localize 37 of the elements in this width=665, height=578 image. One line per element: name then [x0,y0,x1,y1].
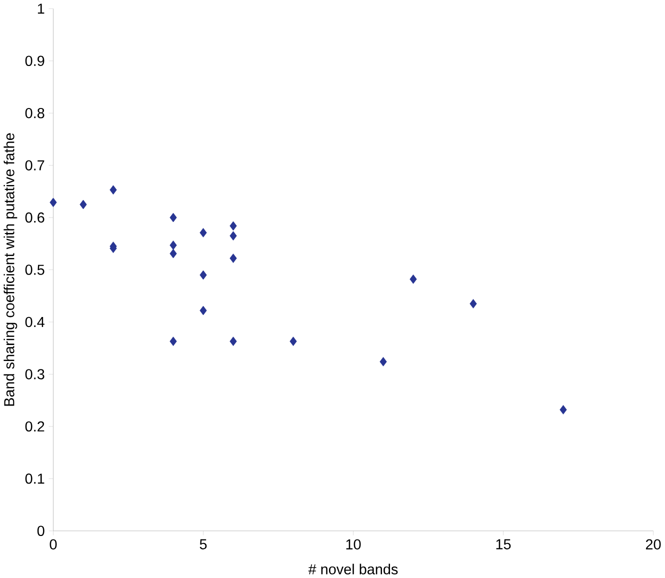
point [230,231,237,240]
point [470,299,477,308]
y-tick-label: 1 [38,4,44,14]
y-tick-label: 0.8 [25,108,44,118]
point [200,306,207,316]
y-tick-label: 0 [37,526,44,536]
point [560,405,567,414]
y-tick-label: 0.7 [25,160,44,170]
point [170,240,177,250]
x-tick-label: 10 [346,539,361,550]
point [80,200,87,210]
y-axis-title: Band sharing coefficient with putative fathe [4,133,18,406]
point [170,212,177,222]
y-tick-label: 0.3 [25,369,44,380]
point [230,254,237,263]
point [50,198,57,208]
point [170,336,177,346]
y-tick-label: 0.5 [25,264,44,275]
x-tick-label: 15 [496,539,511,550]
point [230,221,237,231]
x-tick-label: 20 [646,539,661,550]
point [380,356,387,366]
point [290,336,297,346]
point [230,336,237,346]
point [200,270,207,280]
y-tick-label: 0.2 [25,421,44,432]
y-tick-label: 0.6 [25,212,44,223]
y-tick-label: 0.1 [25,474,44,484]
y-tick-label: 0.9 [25,56,44,66]
point [410,274,417,284]
y-tick-label: 0.4 [25,316,44,328]
point [200,228,207,238]
x-tick-label: 5 [200,539,207,550]
x-axis-title: # novel bands [308,564,398,574]
point [170,248,177,258]
point [110,185,117,194]
x-tick-label: 0 [50,539,57,550]
